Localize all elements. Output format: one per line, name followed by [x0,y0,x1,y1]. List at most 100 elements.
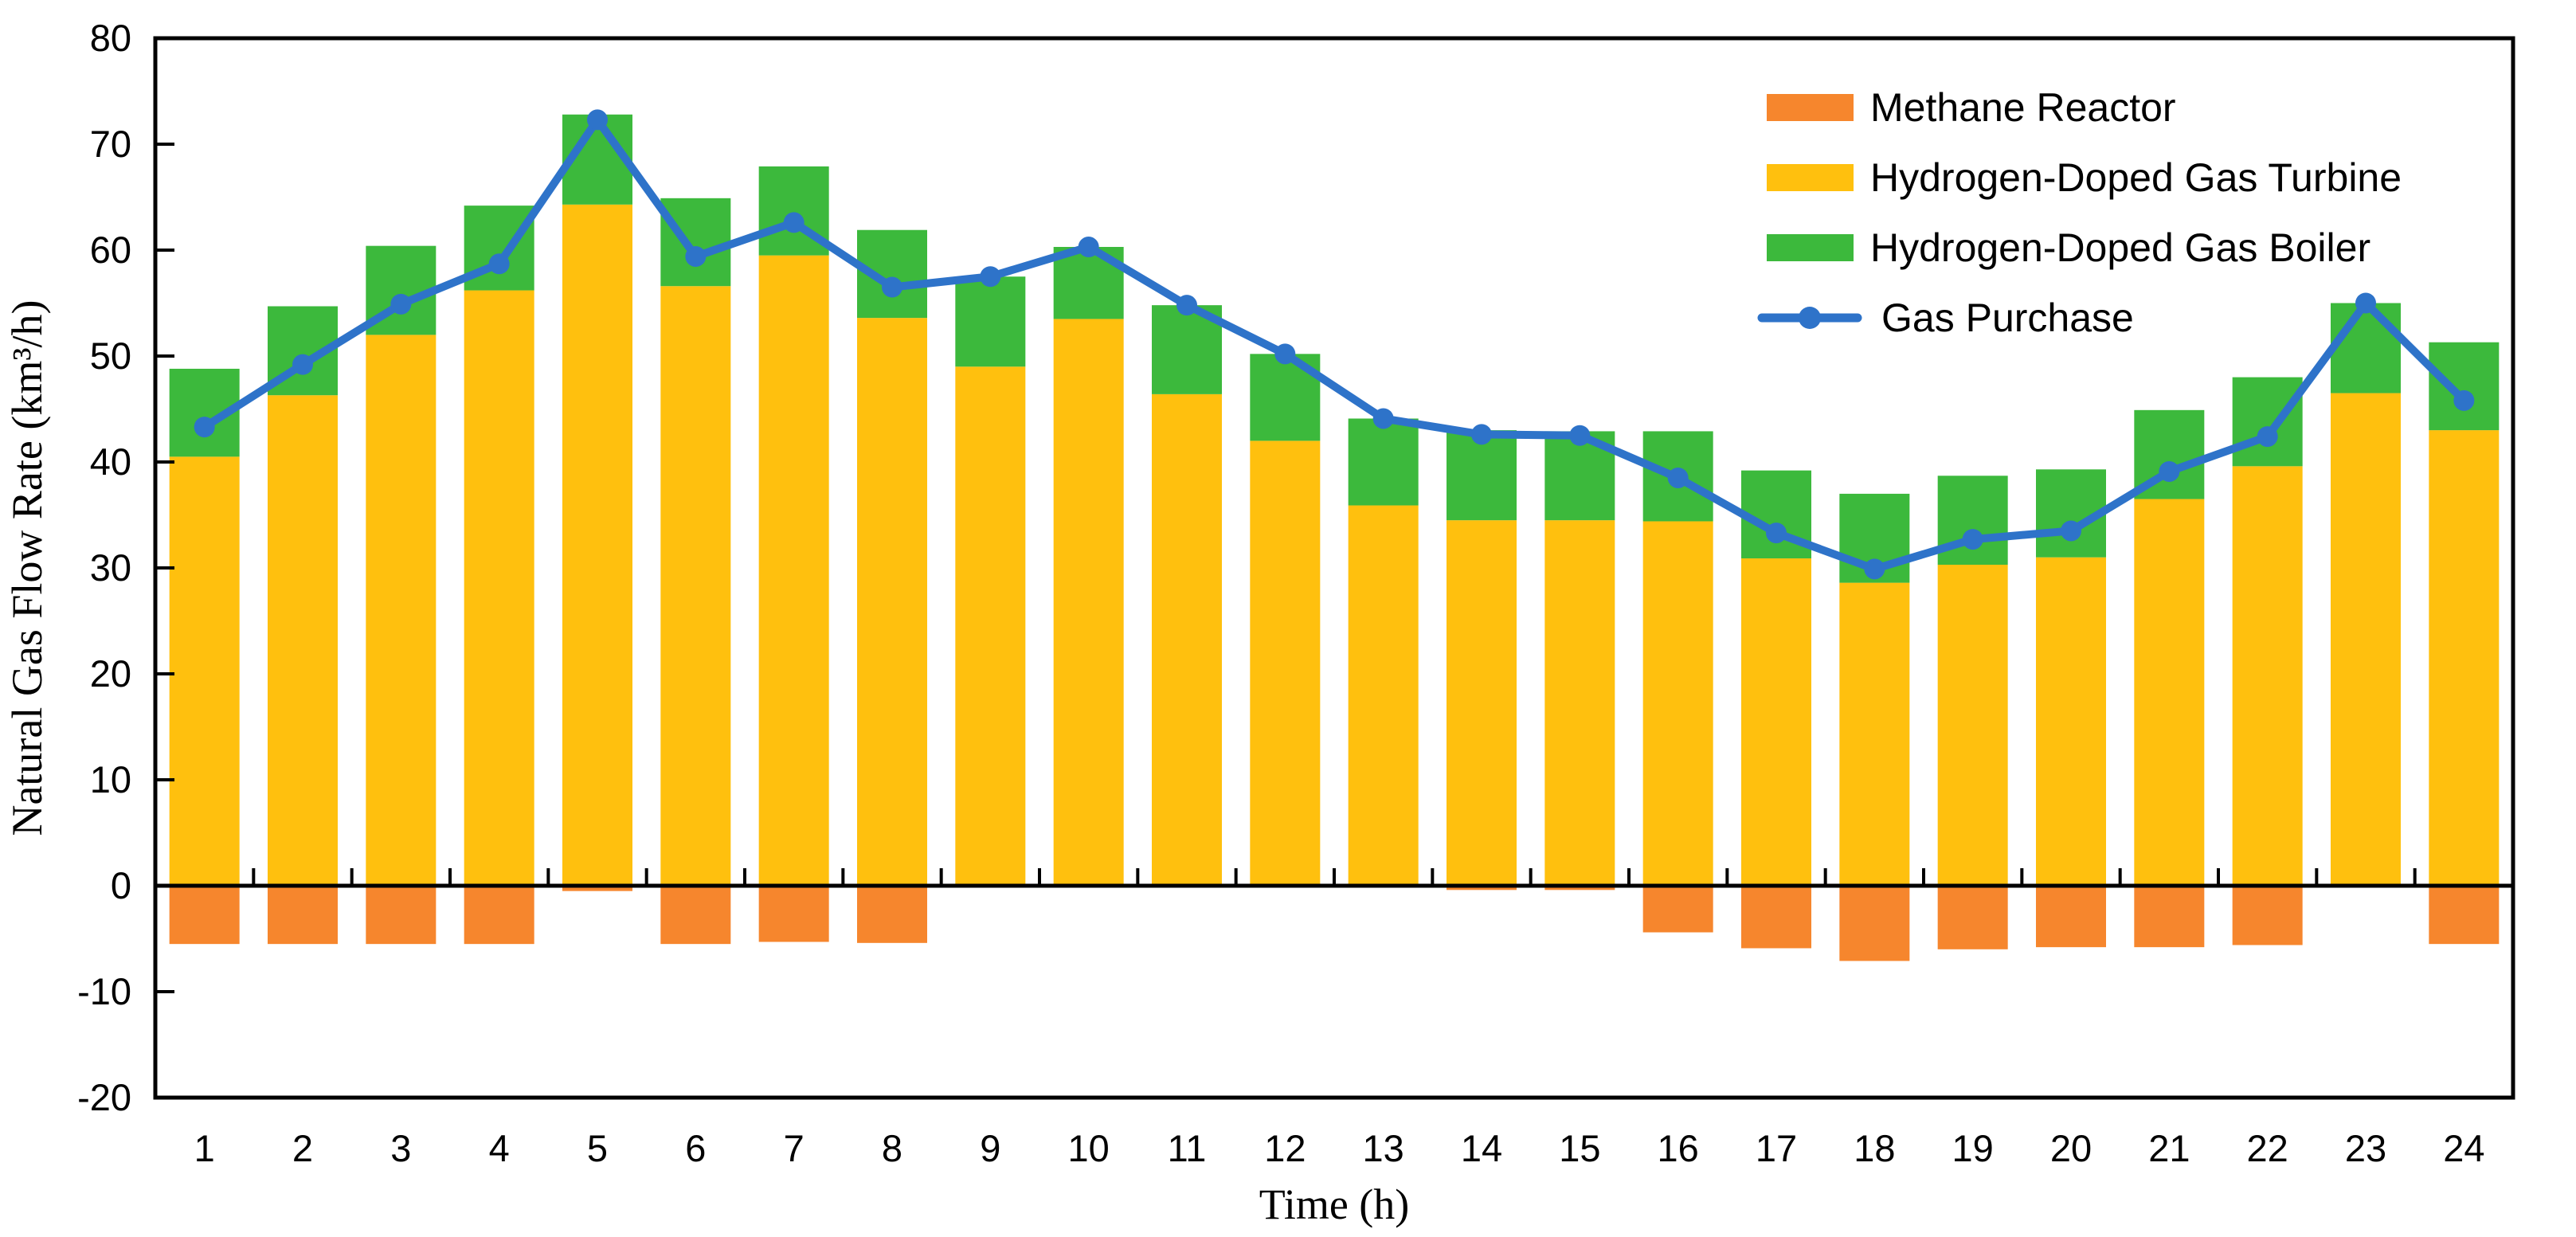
bar-gas-turbine [169,456,240,886]
x-tick-label: 21 [2148,1127,2190,1169]
gas-purchase-marker [1471,424,1492,445]
bar-methane-reactor [2036,886,2106,948]
bar-gas-boiler [1447,430,1517,521]
bar-gas-turbine [1152,393,1222,886]
legend-swatch-methane-reactor [1767,94,1854,121]
legend-swatch-gas-boiler [1767,234,1854,261]
x-tick-label: 13 [1363,1127,1404,1169]
x-tick-label: 16 [1658,1127,1699,1169]
y-tick-label: 0 [111,864,131,906]
bar-methane-reactor [1447,886,1517,891]
x-tick-label: 17 [1756,1127,1797,1169]
gas-purchase-line [200,115,2468,573]
gas-purchase-marker [1864,558,1885,580]
x-tick-label: 20 [2050,1127,2092,1169]
bar-methane-reactor [268,886,338,945]
legend-label-gas-boiler: Hydrogen-Doped Gas Boiler [1870,225,2370,270]
gas-purchase-marker [1766,523,1787,544]
gas-purchase-marker [194,417,215,438]
x-tick-label: 18 [1854,1127,1895,1169]
y-axis-title: Natural Gas Flow Rate (km³/h) [3,299,51,836]
bar-gas-turbine [1937,565,2008,886]
bar-methane-reactor [1544,886,1615,891]
gas-purchase-marker [1078,237,1099,258]
x-tick-label: 22 [2247,1127,2288,1169]
bar-gas-turbine [2429,430,2500,886]
gas-purchase-marker [2453,389,2475,411]
gas-purchase-marker [980,266,1001,288]
gas-purchase-marker [2159,460,2180,482]
x-tick-label: 6 [685,1127,706,1169]
bar-gas-turbine [660,286,731,887]
x-tick-label: 11 [1168,1127,1207,1169]
bar-gas-turbine [2232,466,2303,886]
bar-gas-boiler [2232,377,2303,467]
gas-purchase-marker [587,109,608,131]
x-tick-label: 12 [1264,1127,1306,1169]
bar-gas-turbine [562,204,632,886]
bar-gas-turbine [955,366,1026,886]
bar-methane-reactor [1642,886,1713,933]
bar-methane-reactor [2134,886,2205,948]
bar-gas-boiler [2331,303,2401,393]
bar-gas-turbine [1250,440,1321,886]
x-tick-label: 1 [194,1127,215,1169]
legend-swatch-gas-turbine [1767,164,1854,191]
bar-gas-turbine [268,395,338,887]
x-tick-label: 19 [1952,1127,1994,1169]
y-tick-label: -20 [77,1076,131,1118]
bar-gas-turbine [857,318,927,886]
bar-methane-reactor [366,886,437,945]
bar-gas-turbine [2331,393,2401,886]
gas-purchase-marker [292,354,313,375]
bar-gas-boiler [955,276,1026,367]
y-tick-label: 40 [90,440,131,483]
gas-purchase-marker [1667,467,1689,488]
gas-purchase-line-layer [194,109,2475,580]
x-tick-label: 3 [390,1127,411,1169]
bars-layer [169,114,2500,961]
legend-marker-gas-purchase [1799,307,1821,329]
x-tick-label: 15 [1559,1127,1600,1169]
bar-gas-turbine [1642,521,1713,886]
bar-gas-turbine [2134,499,2205,886]
bar-gas-turbine [1839,582,1910,886]
gas-purchase-marker [488,253,510,275]
bar-gas-turbine [1544,520,1615,886]
plot-border [153,36,2515,1100]
x-tick-label: 9 [980,1127,1000,1169]
gas-purchase-marker [1962,529,1983,550]
gas-purchase-marker [2355,292,2376,314]
x-tick-label: 5 [587,1127,608,1169]
y-tick-label: 20 [90,652,131,695]
gas-purchase-marker [783,212,805,233]
x-tick-label: 24 [2443,1127,2484,1169]
x-tick-label: 10 [1068,1127,1110,1169]
y-tick-label: 50 [90,335,131,377]
x-tick-label: 14 [1461,1127,1502,1169]
bar-methane-reactor [2232,886,2303,945]
legend-label-gas-turbine: Hydrogen-Doped Gas Turbine [1870,155,2402,200]
bar-methane-reactor [2429,886,2500,945]
gas-purchase-marker [685,245,707,267]
bar-methane-reactor [1839,886,1910,961]
bar-gas-boiler [660,198,731,287]
bar-methane-reactor [857,886,927,943]
y-tick-label: 70 [90,123,131,165]
gas-purchase-marker [2061,520,2081,542]
y-tick-label: 10 [90,758,131,801]
y-tick-label: 60 [90,229,131,271]
bar-gas-turbine [1348,505,1419,886]
bar-gas-turbine [464,290,534,886]
bar-methane-reactor [464,886,534,945]
bar-methane-reactor [169,886,240,945]
gas-purchase-marker [1569,425,1591,446]
x-tick-label: 4 [489,1127,510,1169]
gas-purchase-marker [1274,343,1296,365]
gas-purchase-marker [2257,426,2278,448]
gas-purchase-marker [1176,295,1197,316]
legend: Methane Reactor Hydrogen-Doped Gas Turbi… [1757,85,2402,340]
gas-purchase-marker [882,276,902,298]
